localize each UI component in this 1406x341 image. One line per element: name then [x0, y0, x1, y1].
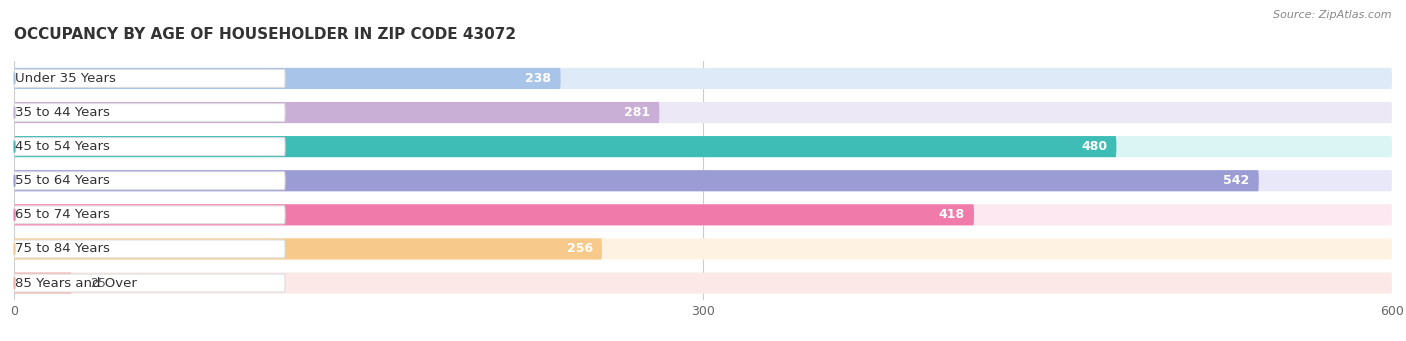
- Text: OCCUPANCY BY AGE OF HOUSEHOLDER IN ZIP CODE 43072: OCCUPANCY BY AGE OF HOUSEHOLDER IN ZIP C…: [14, 27, 516, 42]
- FancyBboxPatch shape: [14, 238, 1392, 260]
- Text: 85 Years and Over: 85 Years and Over: [15, 277, 136, 290]
- Text: 542: 542: [1223, 174, 1250, 187]
- FancyBboxPatch shape: [14, 238, 602, 260]
- FancyBboxPatch shape: [14, 204, 1392, 225]
- FancyBboxPatch shape: [14, 170, 1258, 191]
- FancyBboxPatch shape: [14, 102, 1392, 123]
- Text: 65 to 74 Years: 65 to 74 Years: [15, 208, 110, 221]
- FancyBboxPatch shape: [14, 170, 1392, 191]
- FancyBboxPatch shape: [14, 272, 72, 294]
- Text: 55 to 64 Years: 55 to 64 Years: [15, 174, 110, 187]
- FancyBboxPatch shape: [14, 104, 285, 121]
- Text: Under 35 Years: Under 35 Years: [15, 72, 117, 85]
- FancyBboxPatch shape: [14, 70, 285, 87]
- FancyBboxPatch shape: [14, 136, 1392, 157]
- Text: 35 to 44 Years: 35 to 44 Years: [15, 106, 110, 119]
- FancyBboxPatch shape: [14, 272, 1392, 294]
- Text: Source: ZipAtlas.com: Source: ZipAtlas.com: [1274, 10, 1392, 20]
- FancyBboxPatch shape: [14, 138, 285, 155]
- Text: 45 to 54 Years: 45 to 54 Years: [15, 140, 110, 153]
- FancyBboxPatch shape: [14, 136, 1116, 157]
- FancyBboxPatch shape: [14, 240, 285, 258]
- FancyBboxPatch shape: [14, 102, 659, 123]
- Text: 480: 480: [1081, 140, 1107, 153]
- FancyBboxPatch shape: [14, 274, 285, 292]
- Text: 281: 281: [624, 106, 650, 119]
- Text: 238: 238: [526, 72, 551, 85]
- Text: 75 to 84 Years: 75 to 84 Years: [15, 242, 110, 255]
- FancyBboxPatch shape: [14, 68, 561, 89]
- FancyBboxPatch shape: [14, 204, 974, 225]
- Text: 25: 25: [90, 277, 105, 290]
- FancyBboxPatch shape: [14, 206, 285, 224]
- FancyBboxPatch shape: [14, 172, 285, 190]
- FancyBboxPatch shape: [14, 68, 1392, 89]
- Text: 256: 256: [567, 242, 593, 255]
- Text: 418: 418: [939, 208, 965, 221]
